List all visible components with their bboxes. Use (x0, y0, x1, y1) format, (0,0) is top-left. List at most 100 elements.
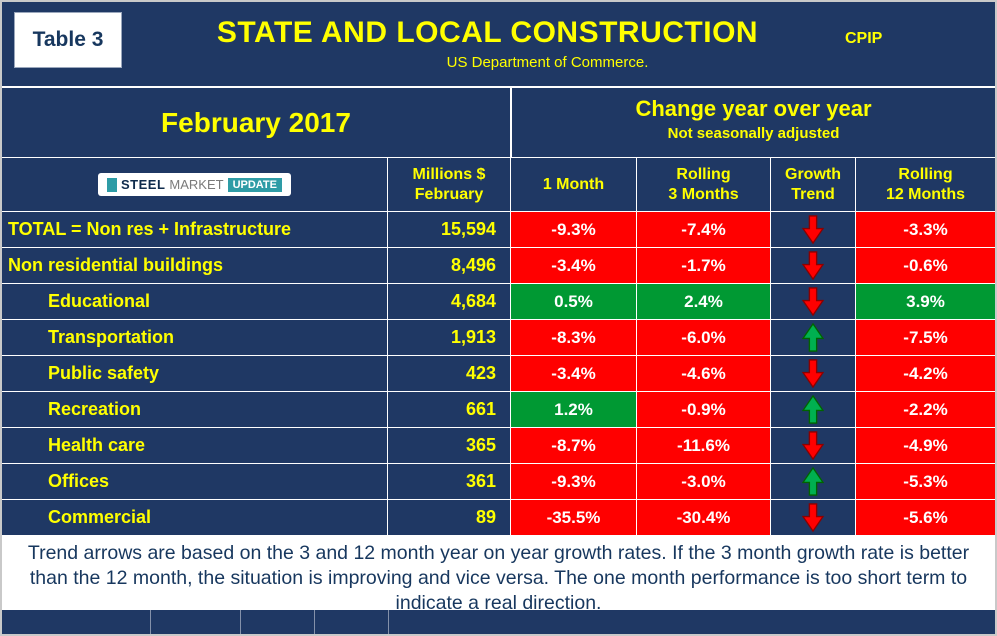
rolling-12-months-cell: -4.2% (855, 356, 995, 391)
rolling-12-months-cell: -2.2% (855, 392, 995, 427)
table-number-box-wrap: Table 3 (2, 2, 130, 86)
column-header-millions-line1: Millions $ (412, 165, 486, 183)
column-header-growth-line2: Trend (791, 185, 835, 203)
arrow-down-icon (802, 251, 824, 280)
table-row-educational: Educational 4,684 0.5% 2.4% 3.9% (2, 284, 995, 320)
one-month-cell: -9.3% (510, 212, 636, 247)
arrow-down-icon (802, 215, 824, 244)
column-header-rolling3-line1: Rolling (676, 165, 731, 183)
table-row-transportation: Transportation 1,913 -8.3% -6.0% -7.5% (2, 320, 995, 356)
one-month-cell: 0.5% (510, 284, 636, 319)
growth-trend-cell (770, 392, 855, 427)
table-number-box: Table 3 (14, 12, 122, 68)
table-row-recreation: Recreation 661 1.2% -0.9% -2.2% (2, 392, 995, 428)
column-header-millions: Millions $ February (387, 158, 510, 211)
millions-value: 361 (387, 464, 510, 499)
column-header-rolling3-line2: 3 Months (668, 185, 739, 203)
period-label: February 2017 (161, 106, 351, 138)
logo-market-text: MARKET (169, 177, 224, 192)
one-month-cell: -3.4% (510, 356, 636, 391)
rolling-3-months-cell: -3.0% (636, 464, 770, 499)
column-header-rolling12-line1: Rolling (898, 165, 953, 183)
column-header-rolling-3-months: Rolling 3 Months (636, 158, 770, 211)
footnote: Trend arrows are based on the 3 and 12 m… (2, 536, 995, 614)
rolling-12-months-cell: -5.6% (855, 500, 995, 535)
growth-trend-cell (770, 356, 855, 391)
period-band: February 2017 Change year over year Not … (2, 88, 995, 158)
rolling-12-months-cell: 3.9% (855, 284, 995, 319)
logo-steel-text: STEEL (121, 177, 166, 192)
one-month-cell: -8.7% (510, 428, 636, 463)
arrow-up-icon (802, 467, 824, 496)
table-row-total: TOTAL = Non res + Infrastructure 15,594 … (2, 212, 995, 248)
millions-value: 365 (387, 428, 510, 463)
row-label: Offices (48, 471, 110, 491)
growth-trend-cell (770, 500, 855, 535)
header: Table 3 STATE AND LOCAL CONSTRUCTION US … (2, 2, 995, 88)
rolling-3-months-cell: -11.6% (636, 428, 770, 463)
millions-value: 89 (387, 500, 510, 535)
millions-value: 661 (387, 392, 510, 427)
arrow-down-icon (802, 431, 824, 460)
row-label: Non residential buildings (8, 255, 224, 275)
millions-value: 15,594 (387, 212, 510, 247)
logo-icon (107, 177, 117, 192)
column-header-rolling12-line2: 12 Months (885, 185, 966, 203)
column-header-millions-line2: February (414, 185, 484, 203)
growth-trend-cell (770, 320, 855, 355)
rolling-3-months-cell: 2.4% (636, 284, 770, 319)
table-number-label: Table 3 (32, 28, 104, 51)
column-header-row: STEEL MARKET UPDATE Millions $ February … (2, 158, 995, 212)
rolling-12-months-cell: -0.6% (855, 248, 995, 283)
rolling-3-months-cell: -6.0% (636, 320, 770, 355)
logo-update-text: UPDATE (227, 177, 282, 192)
table-row-offices: Offices 361 -9.3% -3.0% -5.3% (2, 464, 995, 500)
steel-market-update-logo: STEEL MARKET UPDATE (98, 173, 291, 196)
change-year-over-year-label: Change year over year (635, 96, 872, 121)
millions-value: 1,913 (387, 320, 510, 355)
table-row-public-safety: Public safety 423 -3.4% -4.6% -4.2% (2, 356, 995, 392)
logo-cell: STEEL MARKET UPDATE (2, 158, 387, 211)
millions-value: 4,684 (387, 284, 510, 319)
arrow-down-icon (802, 359, 824, 388)
table-row-non-residential: Non residential buildings 8,496 -3.4% -1… (2, 248, 995, 284)
row-label: Public safety (48, 363, 160, 383)
grid-tick (150, 610, 151, 634)
arrow-down-icon (802, 287, 824, 316)
header-center: STATE AND LOCAL CONSTRUCTION US Departme… (130, 2, 845, 86)
row-label: Health care (48, 435, 146, 455)
arrow-up-icon (802, 395, 824, 424)
column-header-rolling-12-months: Rolling 12 Months (855, 158, 995, 211)
column-header-growth-line1: Growth (785, 165, 841, 183)
row-label: Recreation (48, 399, 142, 419)
growth-trend-cell (770, 248, 855, 283)
rolling-3-months-cell: -30.4% (636, 500, 770, 535)
table-row-commercial: Commercial 89 -35.5% -30.4% -5.6% (2, 500, 995, 536)
cpip-label: CPIP (845, 30, 883, 47)
row-label: Educational (48, 291, 151, 311)
change-header: Change year over year Not seasonally adj… (510, 88, 995, 157)
rolling-3-months-cell: -1.7% (636, 248, 770, 283)
rolling-12-months-cell: -3.3% (855, 212, 995, 247)
growth-trend-cell (770, 464, 855, 499)
one-month-cell: 1.2% (510, 392, 636, 427)
column-header-1-month-label: 1 Month (542, 175, 605, 193)
column-header-1-month: 1 Month (510, 158, 636, 211)
one-month-cell: -8.3% (510, 320, 636, 355)
arrow-up-icon (802, 323, 824, 352)
grid-tick (388, 610, 389, 634)
grid-tick (240, 610, 241, 634)
rolling-12-months-cell: -4.9% (855, 428, 995, 463)
one-month-cell: -3.4% (510, 248, 636, 283)
row-label: Transportation (48, 327, 175, 347)
rolling-12-months-cell: -7.5% (855, 320, 995, 355)
page-title: STATE AND LOCAL CONSTRUCTION (216, 16, 759, 49)
bottom-strip (2, 610, 995, 634)
rolling-3-months-cell: -0.9% (636, 392, 770, 427)
subtitle: US Department of Commerce. (446, 54, 649, 71)
millions-value: 8,496 (387, 248, 510, 283)
arrow-down-icon (802, 503, 824, 532)
growth-trend-cell (770, 212, 855, 247)
growth-trend-cell (770, 284, 855, 319)
